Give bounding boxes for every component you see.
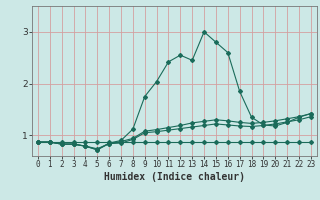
X-axis label: Humidex (Indice chaleur): Humidex (Indice chaleur) xyxy=(104,172,245,182)
